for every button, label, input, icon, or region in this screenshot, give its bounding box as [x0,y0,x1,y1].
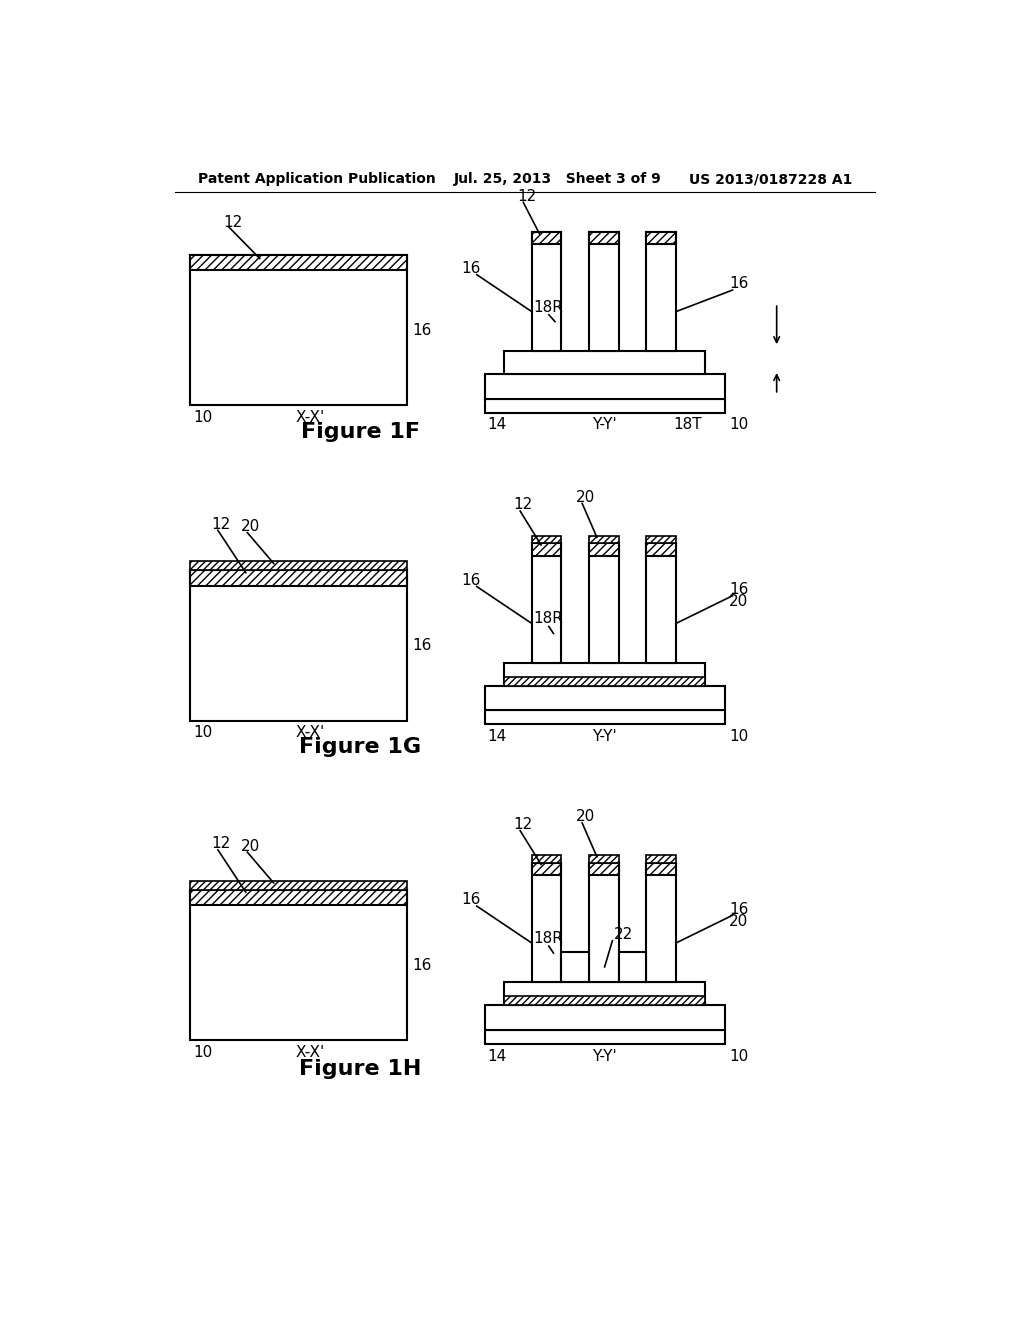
Text: Y-Y': Y-Y' [592,1048,617,1064]
Bar [190,255,407,405]
Text: 12: 12 [223,215,243,230]
Text: 10: 10 [729,417,749,433]
Bar [618,952,646,982]
Bar [589,231,618,351]
Bar [484,686,725,710]
Text: Y-Y': Y-Y' [592,729,617,744]
Bar [646,231,676,244]
Text: 10: 10 [194,1045,212,1060]
Text: 10: 10 [729,1048,749,1064]
Bar [484,1006,725,1030]
Bar [646,536,676,544]
Text: X-X': X-X' [296,725,325,741]
Bar [190,880,407,890]
Bar [646,863,676,875]
Text: Patent Application Publication: Patent Application Publication [198,172,435,186]
Text: 18R: 18R [534,300,563,314]
Text: 20: 20 [241,838,260,854]
Text: Figure 1H: Figure 1H [299,1059,422,1078]
Text: 20: 20 [729,594,749,610]
Bar [190,890,407,1040]
Text: 10: 10 [194,725,212,741]
Bar [561,952,589,982]
Text: Figure 1F: Figure 1F [301,422,420,442]
Text: 18R: 18R [534,931,563,946]
Text: 16: 16 [461,892,480,907]
Text: 16: 16 [461,261,480,276]
Bar [531,544,561,556]
Bar [504,351,706,374]
Bar [190,570,407,586]
Bar [646,544,676,556]
Text: Figure 1G: Figure 1G [299,738,422,758]
Text: 14: 14 [487,1048,507,1064]
Text: 12: 12 [517,189,537,205]
Bar [484,399,725,412]
Bar [190,255,407,271]
Bar [504,677,706,686]
Bar [589,544,618,556]
Text: 22: 22 [614,927,633,942]
Bar [589,863,618,875]
Text: Y-Y': Y-Y' [592,417,617,433]
Text: 16: 16 [413,958,432,973]
Bar [531,544,561,663]
Text: 14: 14 [487,729,507,744]
Text: 12: 12 [211,516,230,532]
Text: 20: 20 [575,490,595,504]
Bar [531,855,561,863]
Bar [589,544,618,663]
Bar [484,374,725,399]
Text: 14: 14 [487,417,507,433]
Text: 16: 16 [729,276,749,292]
Text: 10: 10 [729,729,749,744]
Bar [531,863,561,982]
Text: 16: 16 [729,582,749,597]
Bar [504,997,706,1006]
Text: 10: 10 [194,409,212,425]
Text: 20: 20 [241,519,260,535]
Text: US 2013/0187228 A1: US 2013/0187228 A1 [689,172,853,186]
Bar [190,561,407,570]
Bar [504,982,706,1006]
Bar [589,855,618,863]
Bar [589,863,618,982]
Text: 20: 20 [575,809,595,824]
Bar [646,863,676,982]
Bar [589,231,618,244]
Bar [531,536,561,544]
Text: 12: 12 [514,817,532,832]
Bar [531,231,561,351]
Bar [190,890,407,906]
Text: 16: 16 [461,573,480,587]
Bar [484,710,725,725]
Bar [589,536,618,544]
Text: 20: 20 [729,913,749,929]
Text: 12: 12 [211,836,230,851]
Text: 18R: 18R [534,611,563,627]
Bar [646,231,676,351]
Bar [484,1030,725,1044]
Bar [504,663,706,686]
Text: Jul. 25, 2013   Sheet 3 of 9: Jul. 25, 2013 Sheet 3 of 9 [454,172,662,186]
Text: X-X': X-X' [296,1045,325,1060]
Text: 16: 16 [413,322,432,338]
Text: 18T: 18T [673,417,701,433]
Bar [531,231,561,244]
Bar [646,544,676,663]
Text: 16: 16 [413,639,432,653]
Text: X-X': X-X' [296,409,325,425]
Text: 12: 12 [514,498,532,512]
Bar [646,855,676,863]
Bar [531,863,561,875]
Bar [190,570,407,721]
Text: 16: 16 [729,902,749,916]
